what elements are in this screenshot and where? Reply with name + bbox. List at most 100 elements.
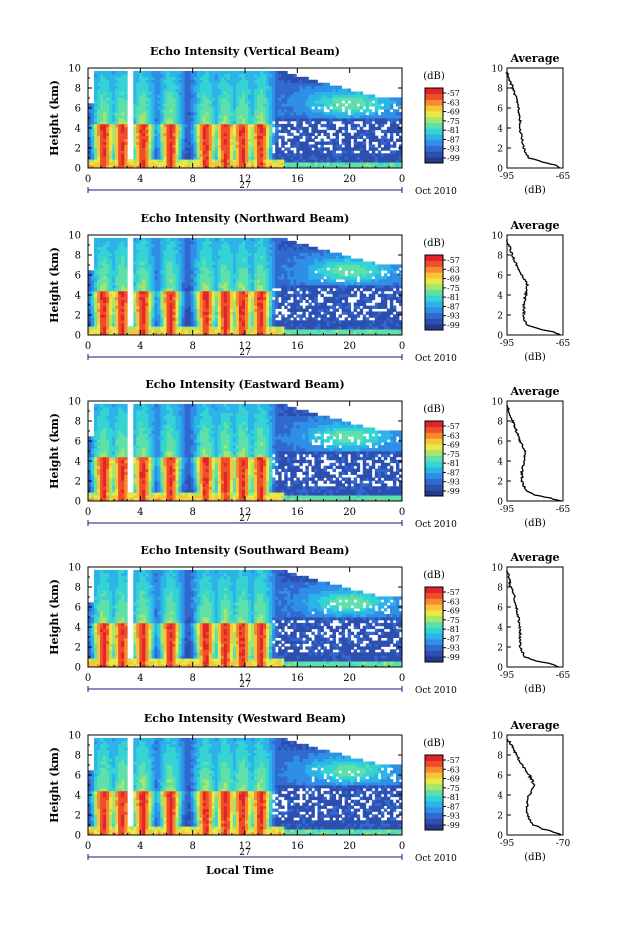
heatmap-cell: [208, 88, 213, 92]
heatmap-cell: [133, 252, 137, 256]
heatmap-cell: [163, 314, 167, 318]
heatmap-cell: [148, 141, 152, 145]
heatmap-cell: [160, 258, 164, 262]
heatmap-cell: [103, 100, 107, 104]
heatmap-cell: [94, 293, 98, 298]
heatmap-cell: [208, 118, 213, 122]
heatmap-cell: [389, 144, 394, 148]
heatmap-cell: [284, 100, 288, 104]
heatmap-cell: [103, 240, 107, 245]
heatmap-cell: [151, 249, 155, 254]
heatmap-cell: [112, 144, 116, 148]
heatmap-cell: [254, 100, 258, 104]
heatmap-cell: [172, 129, 176, 134]
heatmap-cell: [187, 94, 192, 98]
heatmap-cell: [190, 115, 195, 119]
heatmap-cell: [272, 153, 276, 157]
heatmap-cell: [335, 162, 339, 166]
heatmap-cell: [320, 115, 324, 119]
heatmap-cell: [178, 252, 182, 256]
heatmap-cell: [214, 258, 219, 262]
heatmap-cell: [311, 109, 315, 113]
heatmap-cell: [232, 249, 237, 254]
heatmap-cell: [217, 308, 222, 312]
heatmap-cell: [106, 103, 110, 107]
heatmap-cell: [296, 159, 300, 163]
heatmap-cell: [275, 132, 279, 137]
heatmap-cell: [163, 243, 167, 248]
heatmap-cell: [139, 237, 143, 242]
heatmap-cell: [223, 314, 228, 318]
heatmap-cell: [238, 118, 243, 122]
heatmap-cell: [184, 246, 189, 251]
heatmap-cell: [281, 106, 285, 110]
heatmap-cell: [371, 103, 376, 107]
heatmap-cell: [278, 165, 282, 168]
heatmap-cell: [166, 70, 170, 75]
heatmap-cell: [395, 129, 400, 134]
heatmap-cell: [181, 237, 186, 242]
heatmap-cell: [109, 273, 113, 277]
heatmap-cell: [220, 129, 225, 134]
heatmap-cell: [266, 97, 270, 101]
heatmap-cell: [220, 240, 225, 245]
heatmap-cell: [211, 156, 216, 160]
heatmap-cell: [151, 135, 155, 139]
heatmap-cell: [254, 120, 258, 125]
heatmap-cell: [139, 290, 143, 295]
heatmap-cell: [386, 100, 391, 104]
heatmap-cell: [311, 138, 315, 142]
average-y-tick-label: 2: [497, 145, 503, 155]
heatmap-cell: [112, 138, 116, 142]
heatmap-cell: [217, 88, 222, 92]
heatmap-cell: [205, 103, 210, 107]
heatmap-cell: [238, 293, 243, 298]
heatmap-cell: [172, 282, 176, 286]
heatmap-cell: [389, 100, 394, 104]
heatmap-cell: [263, 314, 267, 318]
heatmap-cell: [91, 276, 95, 280]
heatmap-cell: [254, 126, 258, 131]
heatmap-cell: [223, 144, 228, 148]
heatmap-cell: [338, 165, 343, 168]
heatmap-cell: [136, 249, 140, 254]
heatmap-cell: [260, 115, 264, 119]
heatmap-cell: [232, 258, 237, 262]
heatmap-cell: [142, 270, 146, 274]
heatmap-cell: [223, 302, 228, 306]
heatmap-cell: [184, 141, 189, 145]
heatmap-cell: [154, 123, 158, 128]
heatmap-cell: [389, 115, 394, 119]
heatmap-cell: [266, 240, 270, 245]
heatmap-cell: [338, 103, 343, 107]
heatmap-cell: [251, 314, 255, 318]
heatmap-cell: [199, 287, 204, 292]
heatmap-cell: [257, 73, 261, 78]
colorbar-segment: [425, 116, 443, 123]
heatmap-cell: [341, 118, 346, 122]
heatmap-cell: [335, 118, 339, 122]
heatmap-cell: [260, 305, 264, 309]
heatmap-cell: [88, 150, 92, 154]
heatmap-cell: [260, 282, 264, 286]
heatmap-cell: [178, 144, 182, 148]
heatmap-cell: [151, 282, 155, 286]
heatmap-cell: [368, 123, 373, 128]
heatmap-cell: [263, 290, 267, 295]
heatmap-cell: [214, 118, 219, 122]
heatmap-cell: [163, 70, 167, 75]
heatmap-cell: [217, 305, 222, 309]
heatmap-cell: [260, 293, 264, 298]
heatmap-cell: [326, 103, 330, 107]
heatmap-cell: [248, 243, 252, 248]
heatmap-cell: [145, 237, 149, 242]
heatmap-cell: [154, 293, 158, 298]
heatmap-cell: [172, 126, 176, 131]
heatmap-cell: [106, 135, 110, 139]
heatmap-cell: [148, 129, 152, 134]
heatmap-cell: [121, 94, 125, 98]
heatmap-cell: [220, 255, 225, 259]
heatmap-cell: [181, 243, 186, 248]
heatmap-cell: [133, 258, 137, 262]
heatmap-cell: [220, 282, 225, 286]
